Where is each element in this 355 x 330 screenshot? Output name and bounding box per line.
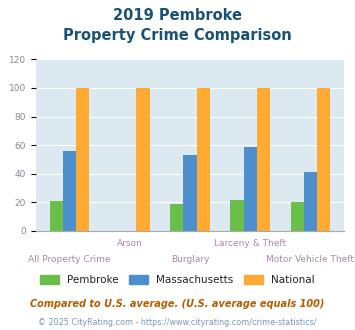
Bar [257,88,270,231]
Text: Compared to U.S. average. (U.S. average equals 100): Compared to U.S. average. (U.S. average … [30,299,325,309]
Text: Arson: Arson [117,239,143,248]
Bar [304,172,317,231]
Text: 2019 Pembroke: 2019 Pembroke [113,8,242,23]
Text: Burglary: Burglary [171,255,209,264]
Text: © 2025 CityRating.com - https://www.cityrating.com/crime-statistics/: © 2025 CityRating.com - https://www.city… [38,318,317,327]
Bar [230,200,244,231]
Bar [63,151,76,231]
Bar [290,202,304,231]
Text: All Property Crime: All Property Crime [28,255,111,264]
Text: Larceny & Theft: Larceny & Theft [214,239,286,248]
Bar [76,88,89,231]
Bar [50,201,63,231]
Bar [197,88,210,231]
Legend: Pembroke, Massachusetts, National: Pembroke, Massachusetts, National [36,271,319,289]
Text: Motor Vehicle Theft: Motor Vehicle Theft [267,255,354,264]
Bar [317,88,330,231]
Text: Property Crime Comparison: Property Crime Comparison [63,28,292,43]
Bar [183,155,197,231]
Bar [136,88,149,231]
Bar [170,204,183,231]
Bar [244,147,257,231]
